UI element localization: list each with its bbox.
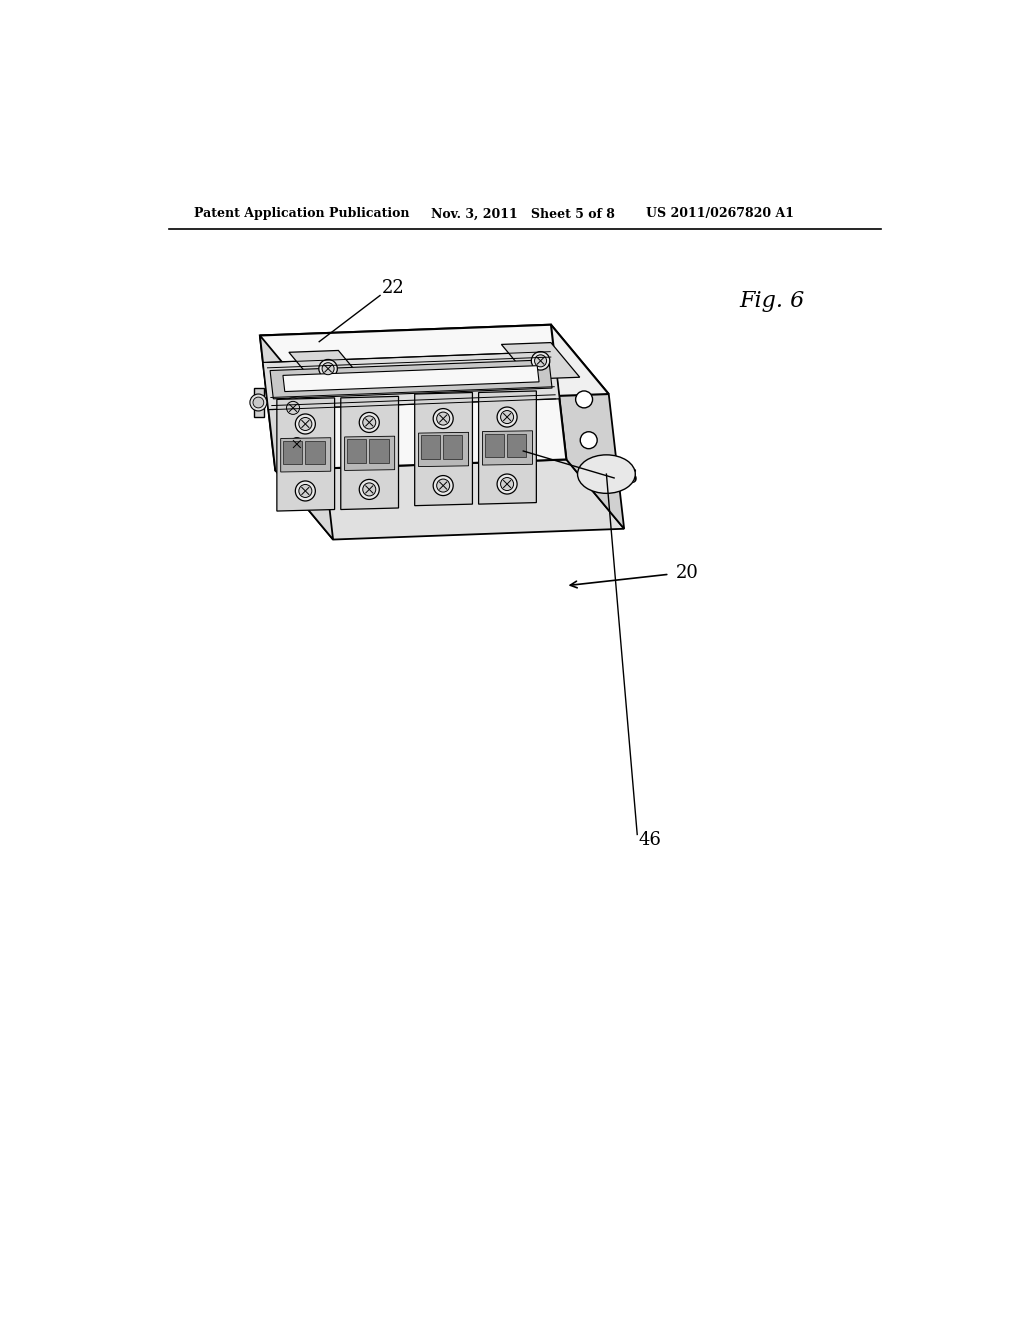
Circle shape [287, 401, 300, 414]
Polygon shape [551, 325, 625, 529]
Ellipse shape [578, 455, 635, 494]
Polygon shape [502, 343, 580, 379]
FancyBboxPatch shape [484, 434, 504, 457]
FancyBboxPatch shape [443, 436, 463, 459]
Circle shape [531, 351, 550, 370]
Polygon shape [482, 430, 532, 465]
Polygon shape [281, 438, 331, 473]
FancyBboxPatch shape [283, 441, 302, 465]
Circle shape [362, 483, 376, 496]
Polygon shape [260, 325, 566, 470]
Polygon shape [478, 391, 537, 504]
Text: Nov. 3, 2011   Sheet 5 of 8: Nov. 3, 2011 Sheet 5 of 8 [431, 207, 614, 220]
Circle shape [283, 397, 303, 418]
Text: 46: 46 [639, 830, 662, 849]
Circle shape [359, 412, 379, 433]
Circle shape [497, 474, 517, 494]
Circle shape [581, 432, 597, 449]
Circle shape [497, 407, 517, 428]
Polygon shape [345, 436, 394, 470]
Text: 22: 22 [382, 279, 404, 297]
Circle shape [291, 437, 303, 450]
Circle shape [250, 393, 267, 411]
Circle shape [362, 416, 376, 429]
Text: 26: 26 [615, 469, 639, 487]
Circle shape [299, 417, 312, 430]
Polygon shape [254, 388, 264, 417]
FancyBboxPatch shape [347, 440, 367, 463]
Polygon shape [289, 350, 368, 387]
Text: Fig. 6: Fig. 6 [739, 290, 804, 312]
Circle shape [287, 434, 307, 454]
Polygon shape [419, 433, 469, 466]
FancyBboxPatch shape [370, 440, 388, 463]
Polygon shape [263, 351, 559, 409]
Polygon shape [260, 325, 608, 405]
FancyBboxPatch shape [507, 434, 526, 457]
FancyBboxPatch shape [421, 436, 440, 459]
Polygon shape [276, 397, 335, 511]
Circle shape [295, 414, 315, 434]
Circle shape [575, 391, 593, 408]
Circle shape [323, 363, 334, 375]
Circle shape [433, 475, 454, 495]
Polygon shape [275, 459, 625, 540]
Circle shape [295, 480, 315, 502]
Polygon shape [270, 360, 552, 399]
Text: 20: 20 [676, 564, 698, 582]
Text: US 2011/0267820 A1: US 2011/0267820 A1 [646, 207, 795, 220]
Polygon shape [341, 396, 398, 510]
FancyBboxPatch shape [305, 441, 325, 465]
Circle shape [535, 355, 547, 367]
Circle shape [318, 359, 337, 378]
Circle shape [436, 412, 450, 425]
Circle shape [253, 397, 264, 408]
Circle shape [436, 479, 450, 492]
Circle shape [501, 478, 514, 491]
Circle shape [433, 409, 454, 429]
Polygon shape [283, 366, 539, 392]
Circle shape [299, 484, 312, 498]
Polygon shape [260, 335, 333, 540]
Circle shape [501, 411, 514, 424]
Polygon shape [415, 392, 472, 506]
Circle shape [359, 479, 379, 499]
Text: Patent Application Publication: Patent Application Publication [194, 207, 410, 220]
